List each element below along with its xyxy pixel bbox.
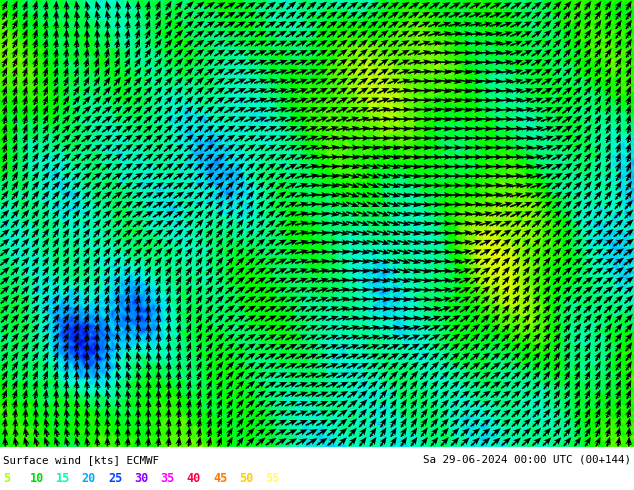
Text: 20: 20: [82, 472, 96, 485]
Text: Surface wind [kts] ECMWF: Surface wind [kts] ECMWF: [3, 455, 159, 465]
Text: 25: 25: [108, 472, 122, 485]
Text: 10: 10: [29, 472, 44, 485]
Text: Sa 29-06-2024 00:00 UTC (00+144): Sa 29-06-2024 00:00 UTC (00+144): [423, 455, 631, 465]
Text: 5: 5: [3, 472, 10, 485]
Text: 40: 40: [187, 472, 201, 485]
Text: 45: 45: [213, 472, 227, 485]
Text: 30: 30: [134, 472, 148, 485]
Text: 60: 60: [292, 472, 306, 485]
Text: 15: 15: [56, 472, 70, 485]
Text: 50: 50: [239, 472, 254, 485]
Text: 35: 35: [160, 472, 175, 485]
Text: 55: 55: [266, 472, 280, 485]
